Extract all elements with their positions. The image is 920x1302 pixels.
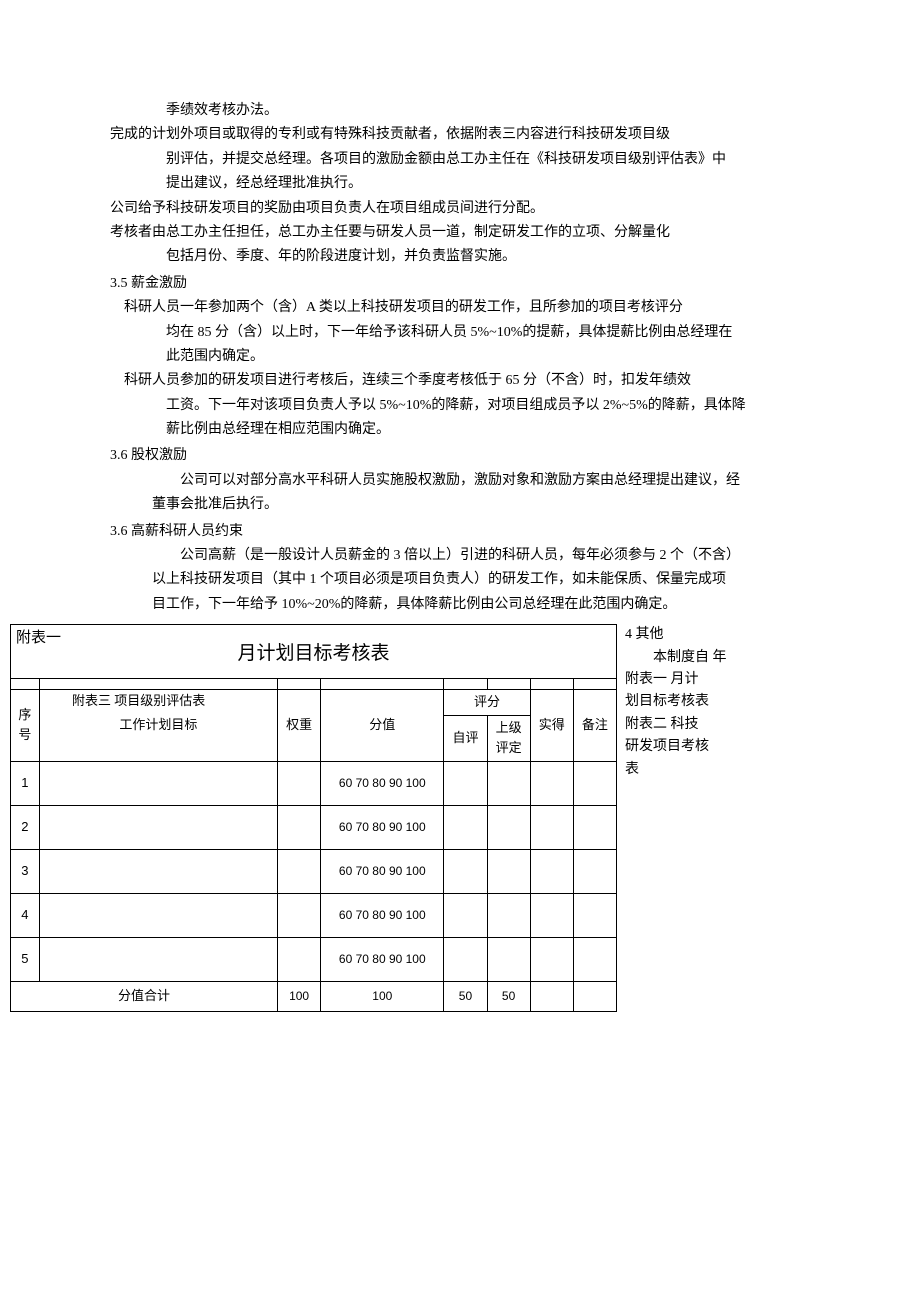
footer-note [573,982,616,1012]
cell-self [444,894,487,938]
footer-actual [530,982,573,1012]
footer-label: 分值合计 [11,982,278,1012]
col-header-supervisor: 上级评定 [487,715,530,762]
paragraph: 包括月份、季度、年的阶段进度计划，并负责监督实施。 [110,246,810,268]
col-header-num: 序号 [11,689,40,762]
paragraph: 别评估，并提交总经理。各项目的激励金额由总工办主任在《科技研发项目级别评估表》中 [110,149,810,171]
cell-actual [530,850,573,894]
cell-target [39,850,277,894]
table-row: 2 60 70 80 90 100 [11,806,617,850]
cell-target [39,806,277,850]
paragraph: 工资。下一年对该项目负责人予以 5%~10%的降薪，对项目组成员予以 2%~5%… [110,395,810,417]
overlay-label: 附表三 项目级别评估表 [72,691,205,712]
col-header-self: 自评 [444,715,487,762]
right-side-notes: 4 其他 本制度自 年 附表一 月计 划目标考核表 附表二 科技 研发项目考核 … [625,624,805,781]
note-line: 本制度自 年 [625,647,805,669]
paragraph: 科研人员一年参加两个（含）A 类以上科技研发项目的研发工作，且所参加的项目考核评… [110,297,810,319]
cell-num: 3 [11,850,40,894]
cell-actual [530,806,573,850]
cell-value: 60 70 80 90 100 [321,806,444,850]
assessment-table-wrapper: 附表一 附表三 项目级别评估表 月计划目标考核表 序号 工作计划目标 权重 分值… [10,624,617,1012]
cell-num: 5 [11,938,40,982]
cell-self [444,806,487,850]
table-row: 4 60 70 80 90 100 [11,894,617,938]
note-line: 4 其他 [625,624,805,646]
cell-actual [530,762,573,806]
cell-weight [278,806,321,850]
cell-self [444,762,487,806]
section-heading: 3.5 薪金激励 [110,273,810,295]
paragraph: 完成的计划外项目或取得的专利或有特殊科技贡献者，依据附表三内容进行科技研发项目级 [110,124,810,146]
paragraph: 董事会批准后执行。 [110,494,810,516]
cell-self [444,938,487,982]
document-body: 季绩效考核办法。 完成的计划外项目或取得的专利或有特殊科技贡献者，依据附表三内容… [110,100,810,616]
note-line: 附表一 月计 [625,669,805,691]
table-body: 1 60 70 80 90 100 2 60 70 80 90 100 [11,762,617,1012]
paragraph: 均在 85 分（含）以上时，下一年给予该科研人员 5%~10%的提薪，具体提薪比… [110,322,810,344]
cell-note [573,806,616,850]
paragraph: 考核者由总工办主任担任，总工办主任要与研发人员一道，制定研发工作的立项、分解量化 [110,222,810,244]
cell-supervisor [487,762,530,806]
cell-value: 60 70 80 90 100 [321,938,444,982]
paragraph: 提出建议，经总经理批准执行。 [110,173,810,195]
table-row: 3 60 70 80 90 100 [11,850,617,894]
cell-weight [278,850,321,894]
cell-num: 1 [11,762,40,806]
cell-actual [530,894,573,938]
cell-value: 60 70 80 90 100 [321,894,444,938]
cell-target [39,894,277,938]
table-footer-row: 分值合计 100 100 50 50 [11,982,617,1012]
footer-weight: 100 [278,982,321,1012]
table-title: 月计划目标考核表 [11,625,616,677]
footer-value: 100 [321,982,444,1012]
col-header-actual: 实得 [530,689,573,762]
paragraph: 此范围内确定。 [110,346,810,368]
cell-weight [278,762,321,806]
paragraph: 公司高薪（是一般设计人员薪金的 3 倍以上）引进的科研人员，每年必须参与 2 个… [110,545,810,567]
cell-note [573,894,616,938]
note-line: 附表二 科技 [625,714,805,736]
paragraph: 以上科技研发项目（其中 1 个项目必须是项目负责人）的研发工作，如未能保质、保量… [110,569,810,591]
table-label: 附表一 [16,626,61,650]
cell-supervisor [487,938,530,982]
cell-note [573,762,616,806]
col-header-score: 评分 [444,689,530,715]
note-line: 表 [625,759,805,781]
cell-target [39,938,277,982]
paragraph: 薪比例由总经理在相应范围内确定。 [110,419,810,441]
cell-num: 4 [11,894,40,938]
table-row: 1 60 70 80 90 100 [11,762,617,806]
cell-value: 60 70 80 90 100 [321,850,444,894]
paragraph: 公司给予科技研发项目的奖励由项目负责人在项目组成员间进行分配。 [110,198,810,220]
table-row: 5 60 70 80 90 100 [11,938,617,982]
paragraph: 目工作，下一年给予 10%~20%的降薪，具体降薪比例由公司总经理在此范围内确定… [110,594,810,616]
footer-supervisor: 50 [487,982,530,1012]
footer-self: 50 [444,982,487,1012]
cell-actual [530,938,573,982]
cell-note [573,938,616,982]
note-line: 划目标考核表 [625,691,805,713]
paragraph: 科研人员参加的研发项目进行考核后，连续三个季度考核低于 65 分（不含）时，扣发… [110,370,810,392]
cell-self [444,850,487,894]
cell-value: 60 70 80 90 100 [321,762,444,806]
cell-note [573,850,616,894]
note-line: 研发项目考核 [625,736,805,758]
cell-weight [278,938,321,982]
cell-supervisor [487,806,530,850]
col-header-note: 备注 [573,689,616,762]
paragraph: 公司可以对部分高水平科研人员实施股权激励，激励对象和激励方案由总经理提出建议，经 [110,470,810,492]
cell-target [39,762,277,806]
section-heading: 3.6 高薪科研人员约束 [110,521,810,543]
section-heading: 3.6 股权激励 [110,445,810,467]
cell-supervisor [487,894,530,938]
col-header-value: 分值 [321,689,444,762]
cell-supervisor [487,850,530,894]
col-header-weight: 权重 [278,689,321,762]
cell-num: 2 [11,806,40,850]
paragraph: 季绩效考核办法。 [110,100,810,122]
assessment-table: 月计划目标考核表 序号 工作计划目标 权重 分值 评分 实得 备注 自评 [10,624,617,1012]
cell-weight [278,894,321,938]
